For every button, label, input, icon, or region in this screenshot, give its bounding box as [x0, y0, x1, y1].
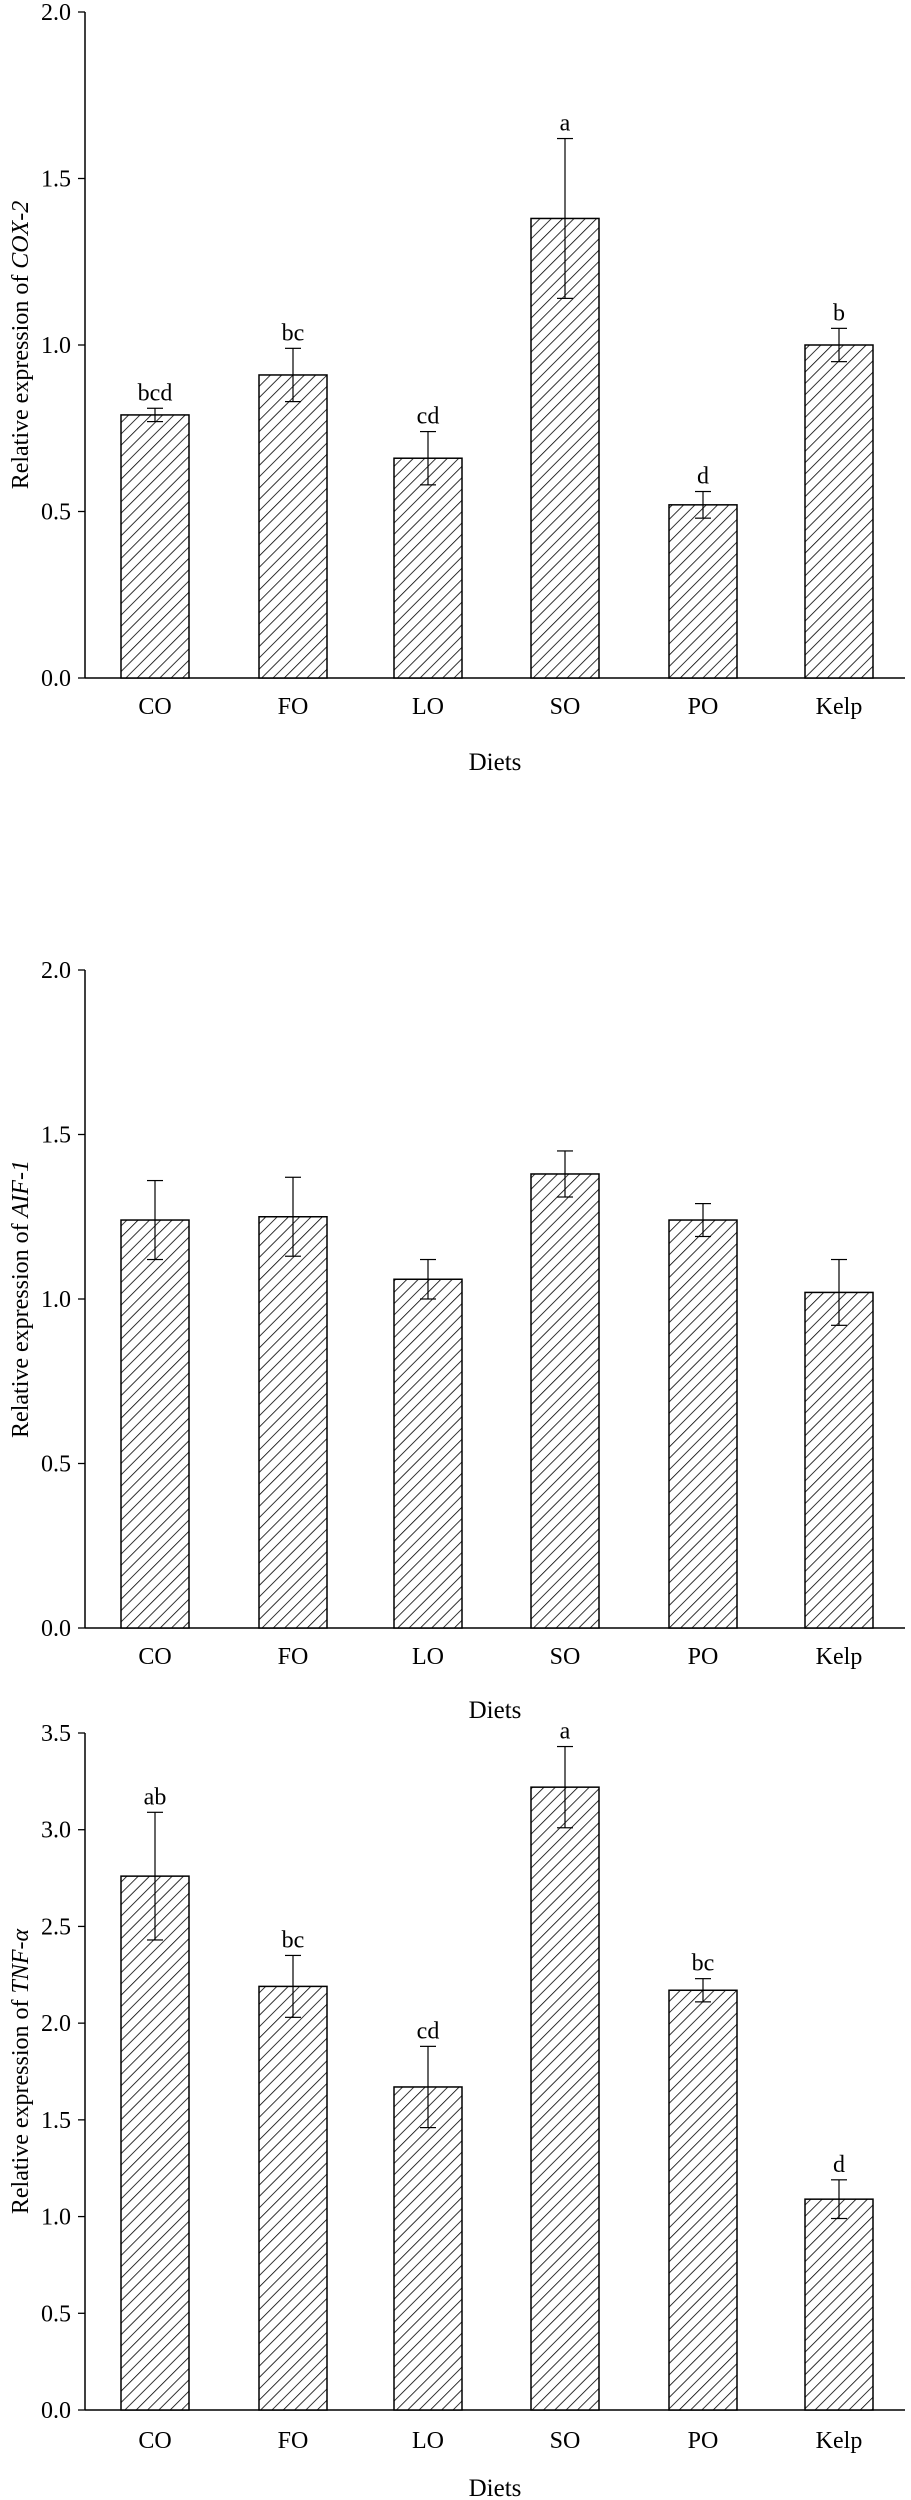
- x-tick-label: FO: [278, 694, 309, 720]
- error-bar-co: [147, 1179, 163, 1261]
- y-axis-label: Relative expression of TNF-α: [8, 1928, 34, 2214]
- x-tick-label: LO: [412, 1644, 444, 1670]
- error-bar-so: [557, 137, 573, 299]
- x-tick-label: FO: [278, 1644, 309, 1670]
- significance-label: bc: [282, 1927, 305, 1953]
- y-tick-label: 0.0: [41, 666, 71, 692]
- error-bar-po: [695, 1978, 711, 2003]
- significance-label: d: [697, 464, 709, 490]
- chart-panel-1: 0.0 0.5 1.0 1.5 2.0 bcd CO bc FO cd LO a SO d PO b Kelp D…: [8, 0, 905, 776]
- bar-so: [530, 1786, 600, 2411]
- x-tick-label: CO: [138, 2428, 171, 2454]
- error-bar-fo: [285, 347, 301, 403]
- x-tick-label: Kelp: [816, 694, 863, 720]
- significance-label: bc: [692, 1951, 715, 1977]
- significance-label: a: [560, 1719, 571, 1745]
- y-tick-label: 3.0: [41, 1818, 71, 1844]
- error-bar-fo: [285, 1176, 301, 1257]
- y-axis-label: Relative expression of AIF-1: [8, 1160, 34, 1438]
- x-tick-label: SO: [550, 694, 581, 720]
- error-bar-po: [695, 490, 711, 519]
- bar-fo: [258, 1985, 328, 2411]
- bar-so: [530, 217, 600, 679]
- error-bar-kelp: [831, 1258, 847, 1326]
- error-bar-so: [557, 1745, 573, 1829]
- bar-fo: [258, 1216, 328, 1629]
- bar-po: [668, 1989, 738, 2411]
- bar-fo: [258, 374, 328, 679]
- significance-label: cd: [417, 2018, 440, 2044]
- x-axis-label: Diets: [469, 1697, 522, 1724]
- x-tick-label: Kelp: [816, 2428, 863, 2454]
- x-tick-label: SO: [550, 2428, 581, 2454]
- y-tick-label: 2.0: [41, 0, 71, 26]
- error-bar-co: [147, 407, 163, 423]
- y-axis-label: Relative expression of COX-2: [8, 201, 34, 490]
- significance-label: d: [833, 2152, 845, 2178]
- y-tick-label: 1.0: [41, 333, 71, 359]
- error-bar-lo: [420, 2045, 436, 2129]
- bar-po: [668, 504, 738, 679]
- y-tick-label: 0.5: [41, 2301, 71, 2327]
- y-tick-label: 3.5: [41, 1721, 71, 1747]
- x-tick-label: PO: [688, 1644, 719, 1670]
- bar-lo: [393, 2086, 463, 2411]
- bar-lo: [393, 1278, 463, 1629]
- y-tick-label: 0.0: [41, 1616, 71, 1642]
- y-tick-label: 0.5: [41, 500, 71, 526]
- y-tick-label: 2.0: [41, 958, 71, 984]
- y-tick-label: 2.0: [41, 2011, 71, 2037]
- bar-kelp: [804, 1291, 874, 1629]
- x-axis-label: Diets: [469, 2475, 522, 2500]
- x-axis-label: Diets: [469, 749, 522, 776]
- bar-kelp: [804, 2198, 874, 2411]
- error-bar-so: [557, 1150, 573, 1198]
- chart-panel-2: 0.0 0.5 1.0 1.5 2.0 CO FO LO SO PO Kelp Diets Relati…: [8, 958, 905, 1724]
- x-tick-label: LO: [412, 2428, 444, 2454]
- x-tick-label: FO: [278, 2428, 309, 2454]
- error-bar-co: [147, 1811, 163, 1941]
- significance-label: a: [560, 111, 571, 137]
- error-bar-kelp: [831, 2179, 847, 2220]
- x-tick-label: LO: [412, 694, 444, 720]
- chart-panel-3: 0.0 0.5 1.0 1.5 2.0 2.5 3.0 3.5 ab CO bc FO cd LO a SO b…: [8, 1719, 905, 2500]
- x-tick-label: PO: [688, 2428, 719, 2454]
- bar-kelp: [804, 344, 874, 679]
- error-bar-kelp: [831, 327, 847, 363]
- significance-label: cd: [417, 404, 440, 430]
- y-tick-label: 0.5: [41, 1452, 71, 1478]
- bar-lo: [393, 457, 463, 679]
- error-bar-lo: [420, 430, 436, 486]
- y-tick-label: 1.5: [41, 1123, 71, 1149]
- x-tick-label: Kelp: [816, 1644, 863, 1670]
- x-tick-label: CO: [138, 694, 171, 720]
- significance-label: bcd: [138, 380, 173, 406]
- x-tick-label: PO: [688, 694, 719, 720]
- error-bar-lo: [420, 1258, 436, 1300]
- y-tick-label: 1.0: [41, 1287, 71, 1313]
- bar-co: [120, 1875, 190, 2411]
- significance-label: ab: [144, 1784, 167, 1810]
- bar-po: [668, 1219, 738, 1629]
- x-tick-label: CO: [138, 1644, 171, 1670]
- bar-co: [120, 414, 190, 679]
- error-bar-fo: [285, 1954, 301, 2018]
- x-tick-label: SO: [550, 1644, 581, 1670]
- significance-label: bc: [282, 320, 305, 346]
- bar-co: [120, 1219, 190, 1629]
- error-bar-po: [695, 1202, 711, 1238]
- y-tick-label: 1.5: [41, 2108, 71, 2134]
- bar-so: [530, 1173, 600, 1629]
- y-tick-label: 1.0: [41, 2205, 71, 2231]
- y-tick-label: 0.0: [41, 2398, 71, 2424]
- y-tick-label: 2.5: [41, 1914, 71, 1940]
- y-tick-label: 1.5: [41, 167, 71, 193]
- significance-label: b: [833, 300, 845, 326]
